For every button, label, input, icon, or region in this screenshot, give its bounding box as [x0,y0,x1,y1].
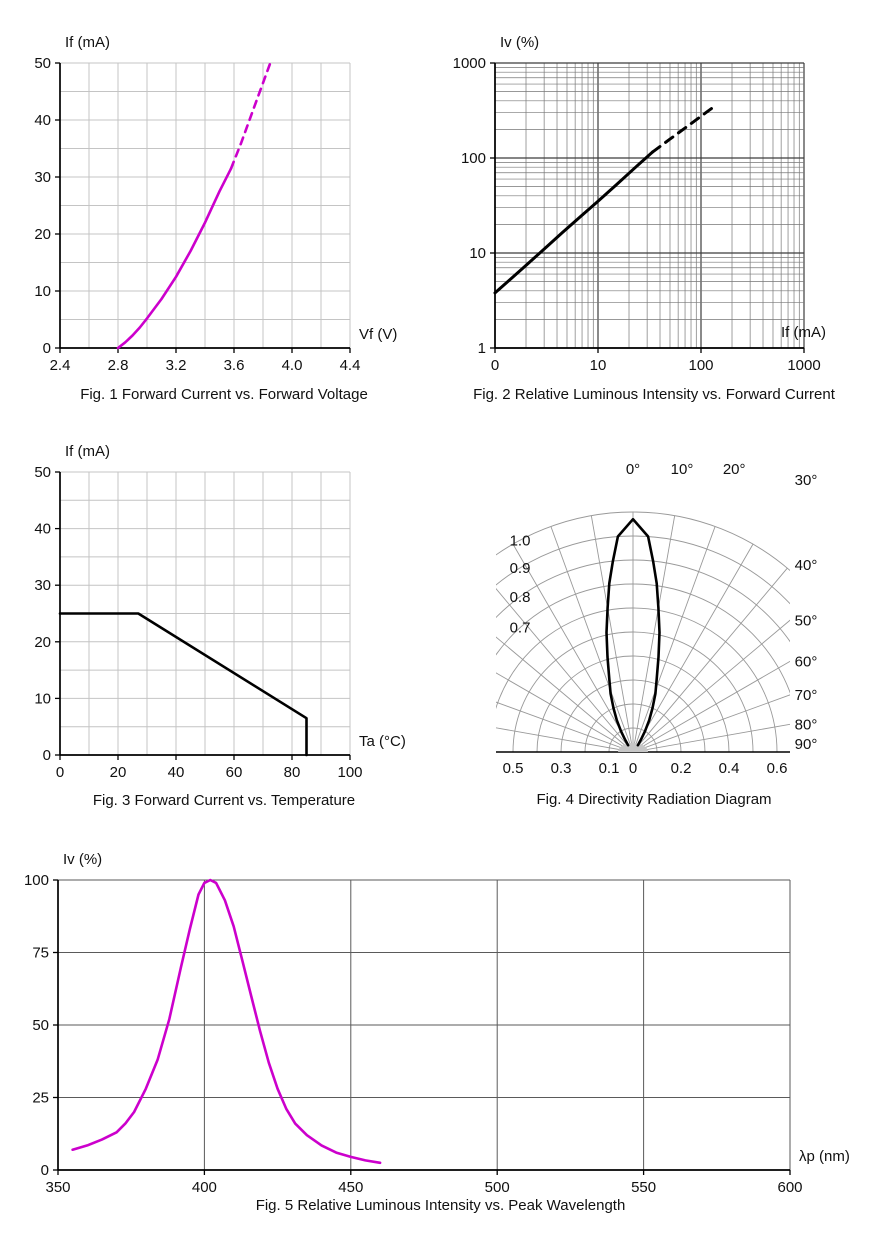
svg-text:80°: 80° [795,716,818,733]
svg-text:10: 10 [469,245,486,262]
svg-text:0.8: 0.8 [510,589,531,606]
svg-text:20: 20 [34,226,51,243]
svg-text:1000: 1000 [453,55,486,72]
svg-text:10°: 10° [671,461,694,478]
svg-text:3.2: 3.2 [166,357,187,374]
svg-text:3.6: 3.6 [224,357,245,374]
svg-text:40: 40 [34,521,51,538]
svg-text:50°: 50° [795,612,818,629]
svg-text:1: 1 [478,340,486,357]
svg-text:10: 10 [590,357,607,374]
svg-text:100: 100 [461,150,486,167]
svg-text:30°: 30° [795,472,818,489]
fig1-plot: 2.4 2.8 3.2 3.6 4.0 4.4 0 10 20 30 40 50 If (mA) Vf (… [34,34,397,374]
figure-luminous-intensity-vs-forward-current: 0 10 100 1000 1 10 100 1000 Iv (%) If (mA) Fig. 2… [438,8,870,403]
svg-text:50: 50 [34,55,51,72]
svg-text:40: 40 [168,764,185,781]
svg-text:0.3: 0.3 [551,760,572,777]
svg-text:0.5: 0.5 [503,760,524,777]
derating-curve [58,612,308,757]
svg-text:50: 50 [34,464,51,481]
led-emitter [618,743,648,752]
figure-directivity-radiation-diagram: 0° 10° 20° 30° 40° 50° 60° 70° 80° 90° 1.0 0.9 0.8 0.… [438,440,870,808]
svg-text:Vf (V): Vf (V) [359,326,397,343]
figure-luminous-intensity-vs-peak-wavelength: 350 400 450 500 550 600 0 25 50 75 100 Iv (%) λp (nm… [18,845,863,1214]
svg-text:10: 10 [34,283,51,300]
svg-text:2.4: 2.4 [50,357,71,374]
svg-text:If (mA): If (mA) [781,324,826,341]
svg-text:0.6: 0.6 [767,760,788,777]
svg-text:500: 500 [485,1179,510,1196]
svg-text:Ta (°C): Ta (°C) [359,733,406,750]
svg-text:Iv (%): Iv (%) [63,851,102,868]
spectrum-curve [71,878,382,1165]
polar-grid [496,511,790,752]
svg-text:Iv (%): Iv (%) [500,34,539,51]
svg-text:600: 600 [777,1179,802,1196]
svg-text:30: 30 [34,577,51,594]
svg-text:350: 350 [45,1179,70,1196]
fig2-plot: 0 10 100 1000 1 10 100 1000 Iv (%) If (mA) [453,34,826,374]
svg-text:20: 20 [34,634,51,651]
fig4-plot: 0° 10° 20° 30° 40° 50° 60° 70° 80° 90° 1.0 0.9 0.8 0.… [496,461,818,777]
luminous-intensity-extrapolated [651,103,718,154]
svg-text:20: 20 [110,764,127,781]
figure-forward-current-vs-forward-voltage: 2.4 2.8 3.2 3.6 4.0 4.4 0 10 20 30 40 50 If (mA) Vf (… [18,8,430,403]
svg-text:0: 0 [491,357,499,374]
svg-text:0.2: 0.2 [671,760,692,777]
radiation-lobe [605,517,661,747]
svg-text:0.1: 0.1 [599,760,620,777]
svg-text:2.8: 2.8 [108,357,129,374]
fig1-caption: Fig. 1 Forward Current vs. Forward Volta… [80,386,368,403]
forward-current-extrapolated [229,61,272,170]
fig5-plot: 350 400 450 500 550 600 0 25 50 75 100 Iv (%) λp (nm… [24,851,850,1196]
svg-text:400: 400 [192,1179,217,1196]
svg-text:0: 0 [43,747,51,764]
svg-text:100: 100 [337,764,362,781]
fig5-caption: Fig. 5 Relative Luminous Intensity vs. P… [255,1197,626,1214]
forward-current-solid [116,167,233,350]
svg-text:4.4: 4.4 [340,357,361,374]
svg-text:25: 25 [32,1090,49,1107]
svg-text:40: 40 [34,112,51,129]
svg-text:0: 0 [43,340,51,357]
svg-text:4.0: 4.0 [282,357,303,374]
svg-text:30: 30 [34,169,51,186]
svg-text:0°: 0° [626,461,640,478]
svg-text:0.4: 0.4 [719,760,740,777]
svg-text:If (mA): If (mA) [65,34,110,51]
svg-text:1000: 1000 [787,357,820,374]
svg-text:1.0: 1.0 [510,532,531,549]
svg-text:0: 0 [56,764,64,781]
svg-text:If (mA): If (mA) [65,443,110,460]
svg-text:450: 450 [338,1179,363,1196]
fig3-caption: Fig. 3 Forward Current vs. Temperature [92,792,356,809]
svg-text:80: 80 [284,764,301,781]
fig4-caption: Fig. 4 Directivity Radiation Diagram [536,791,772,808]
svg-text:0.7: 0.7 [510,620,531,637]
svg-text:75: 75 [32,945,49,962]
svg-text:0.9: 0.9 [510,560,531,577]
svg-text:λp (nm): λp (nm) [799,1148,850,1165]
svg-text:60°: 60° [795,653,818,670]
figure-forward-current-vs-temperature: 0 20 40 60 80 100 0 10 20 30 40 50 If (mA) Ta (°C) Fi… [18,438,430,809]
svg-text:70°: 70° [795,687,818,704]
svg-text:100: 100 [24,872,49,889]
svg-text:40°: 40° [795,557,818,574]
fig3-plot: 0 20 40 60 80 100 0 10 20 30 40 50 If (mA) Ta (°C) [34,443,406,781]
fig2-caption: Fig. 2 Relative Luminous Intensity vs. F… [473,386,835,403]
svg-text:0: 0 [629,760,637,777]
svg-text:50: 50 [32,1017,49,1034]
svg-text:0: 0 [41,1162,49,1179]
svg-text:10: 10 [34,690,51,707]
svg-text:60: 60 [226,764,243,781]
luminous-intensity-solid [493,150,655,295]
svg-text:90°: 90° [795,736,818,753]
svg-text:100: 100 [688,357,713,374]
svg-text:20°: 20° [723,461,746,478]
svg-text:550: 550 [631,1179,656,1196]
